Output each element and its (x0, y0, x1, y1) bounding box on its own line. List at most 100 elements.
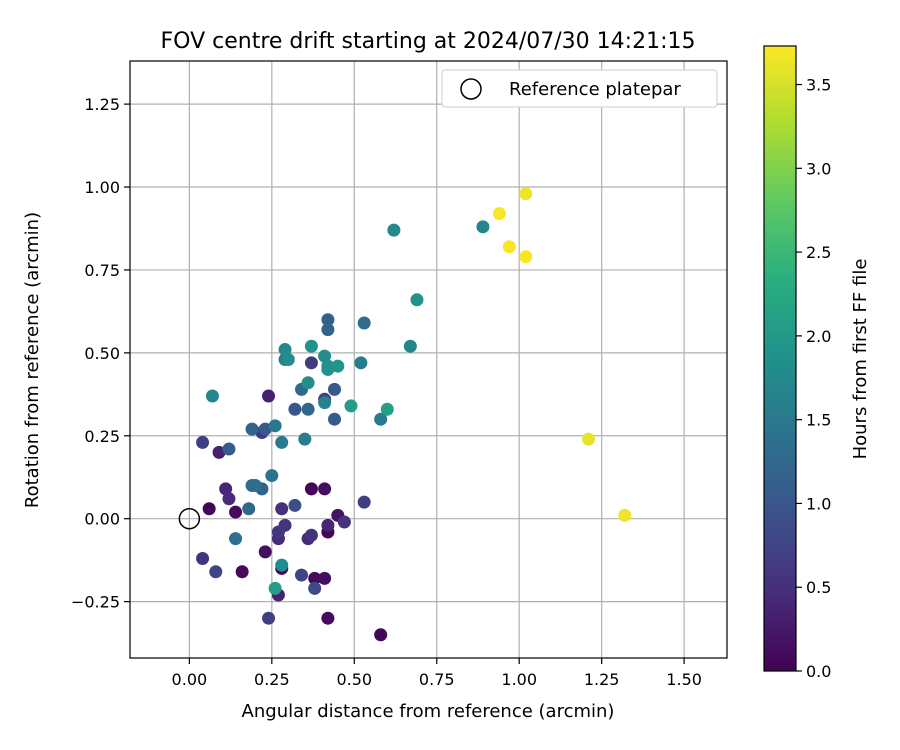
colorbar-tick-label: 3.0 (806, 159, 831, 178)
data-point (387, 223, 401, 237)
data-point (304, 482, 318, 496)
colorbar-label: Hours from first FF file (850, 259, 871, 460)
y-tick-label: 1.25 (84, 95, 120, 114)
data-point (581, 432, 595, 446)
data-point (281, 353, 295, 366)
colorbar-ticks: 0.0 0.5 1.0 1.5 2.0 2.5 3.0 3.5 (796, 76, 831, 681)
x-tick-label: 1.25 (584, 670, 620, 689)
y-tick-label: 0.25 (84, 427, 120, 446)
legend-label: Reference platepar (509, 79, 681, 100)
legend-marker-icon (460, 78, 482, 100)
data-point (268, 581, 282, 595)
data-point (219, 482, 233, 496)
data-point (344, 399, 358, 413)
x-tick-label: 1.50 (666, 670, 702, 689)
y-tick-label: 1.00 (84, 178, 120, 197)
data-point (288, 402, 302, 416)
data-point (410, 293, 424, 307)
data-point (331, 359, 345, 373)
y-tick-label: −0.25 (71, 593, 120, 612)
data-point (337, 515, 351, 529)
colorbar-gradient (763, 45, 797, 672)
data-point (258, 545, 272, 559)
data-point (202, 502, 216, 516)
data-point (374, 628, 388, 642)
data-point (318, 396, 332, 410)
data-point (327, 382, 341, 396)
data-point (476, 220, 490, 234)
data-point (318, 482, 332, 496)
x-tick-label: 0.25 (254, 670, 290, 689)
data-point (492, 207, 506, 221)
data-point (318, 349, 332, 363)
x-tick-label: 0.50 (336, 670, 372, 689)
data-point (502, 240, 516, 254)
colorbar-tick-label: 1.0 (806, 494, 831, 513)
data-point (275, 435, 289, 449)
colorbar: 0.0 0.5 1.0 1.5 2.0 2.5 3.0 3.5 Hours from firs… (763, 45, 871, 681)
data-point (321, 611, 335, 625)
data-point (205, 389, 219, 403)
data-point (271, 525, 285, 539)
data-point (357, 316, 371, 330)
x-tick-label: 1.00 (501, 670, 537, 689)
legend: Reference platepar (441, 69, 718, 108)
data-point (288, 498, 302, 512)
data-point (222, 492, 236, 506)
data-point (248, 479, 262, 493)
data-point (374, 412, 388, 426)
data-point (245, 422, 259, 436)
data-point (278, 343, 292, 357)
data-point (519, 250, 533, 264)
colorbar-tick-label: 0.5 (806, 578, 831, 597)
data-point (318, 571, 332, 585)
data-point (196, 552, 210, 565)
data-point (235, 565, 249, 579)
data-point (242, 502, 256, 516)
x-axis-ticks: 0.00 0.25 0.50 0.75 1.00 1.25 1.50 (172, 658, 702, 689)
data-point (275, 558, 289, 572)
colorbar-tick-label: 2.0 (806, 327, 831, 346)
data-point (327, 412, 341, 426)
plot-frame (129, 60, 728, 659)
data-points (196, 187, 632, 642)
legend-box (441, 69, 718, 108)
y-tick-label: 0.50 (84, 344, 120, 363)
data-point (275, 502, 289, 516)
data-point (222, 442, 236, 456)
data-point (321, 323, 335, 337)
x-axis-label: Angular distance from reference (arcmin) (242, 701, 615, 722)
data-point (354, 356, 368, 370)
data-point (618, 508, 632, 522)
data-point (304, 356, 318, 370)
colorbar-tick-label: 3.5 (806, 76, 831, 95)
data-point (308, 581, 322, 595)
data-point (196, 435, 210, 449)
data-point (380, 402, 394, 416)
data-point (321, 518, 335, 532)
y-axis-ticks: −0.25 0.00 0.25 0.50 0.75 1.00 1.25 (71, 95, 130, 612)
data-point (262, 611, 276, 625)
reference-platepar-marker (178, 507, 201, 530)
data-point (357, 495, 371, 509)
colorbar-tick-label: 0.0 (806, 662, 831, 681)
data-point (301, 402, 315, 416)
data-point (298, 432, 312, 446)
data-point (403, 339, 417, 353)
x-tick-label: 0.00 (172, 670, 208, 689)
colorbar-tick-label: 1.5 (806, 411, 831, 430)
x-tick-label: 0.75 (419, 670, 455, 689)
data-point (321, 362, 335, 376)
data-point (268, 419, 282, 433)
data-point (304, 339, 318, 353)
y-tick-label: 0.00 (84, 510, 120, 529)
colorbar-tick-label: 2.5 (806, 243, 831, 262)
data-point (212, 445, 226, 459)
y-tick-label: 0.75 (84, 261, 120, 280)
data-point (519, 187, 533, 201)
data-point (229, 532, 243, 546)
data-point (301, 376, 315, 390)
data-point (209, 565, 223, 579)
